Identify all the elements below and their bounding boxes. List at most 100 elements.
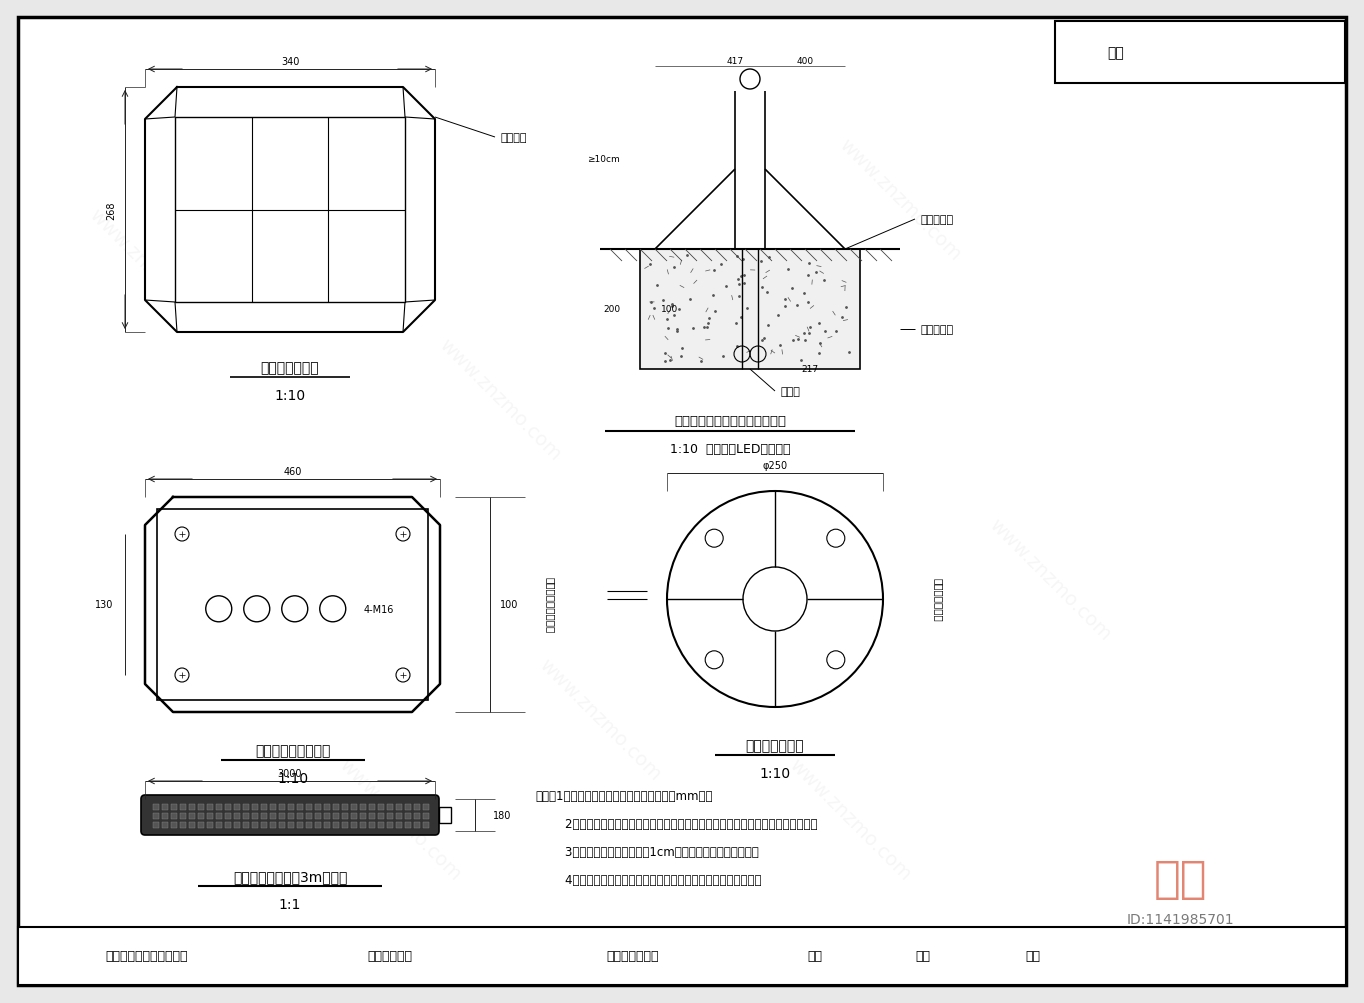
Bar [162, 813, 168, 819]
Bar [306, 822, 312, 828]
Bar [378, 813, 385, 819]
Bar [235, 822, 240, 828]
Text: 1:10  （适用于LED显示屏）: 1:10 （适用于LED显示屏） [670, 443, 790, 456]
Text: 2、浇筑混凝土前，预埋管两端需做封闭处理，并在管内预留铁丝以备穿线使用。: 2、浇筑混凝土前，预埋管两端需做封闭处理，并在管内预留铁丝以备穿线使用。 [535, 817, 817, 830]
Bar [243, 813, 250, 819]
Bar [190, 804, 195, 810]
Bar [198, 813, 205, 819]
Bar [270, 813, 276, 819]
Bar [252, 822, 258, 828]
Text: 340: 340 [281, 57, 299, 67]
Bar [18, 927, 1346, 985]
Polygon shape [145, 497, 441, 712]
Text: 268: 268 [106, 201, 116, 220]
Bar [198, 822, 205, 828]
Text: 100: 100 [662, 305, 679, 314]
Bar [423, 822, 430, 828]
Bar [270, 804, 276, 810]
Bar [423, 813, 430, 819]
Text: 立柱底座尺寸图: 立柱底座尺寸图 [933, 578, 943, 621]
Text: 知末: 知末 [1153, 858, 1207, 901]
Bar [207, 813, 213, 819]
Bar [370, 813, 375, 819]
Text: 立柱底座尺寸图: 立柱底座尺寸图 [746, 738, 805, 752]
Bar [415, 822, 420, 828]
Bar [387, 804, 393, 810]
Bar [280, 804, 285, 810]
Bar [180, 813, 186, 819]
Text: 400: 400 [797, 57, 813, 66]
Bar [640, 250, 859, 370]
Text: 道闸机箱: 道闸机箱 [501, 132, 527, 142]
Text: 460: 460 [284, 466, 301, 476]
Text: www.znzmo.com: www.znzmo.com [786, 754, 915, 884]
Bar [157, 510, 428, 700]
Bar [351, 822, 357, 828]
Text: www.znzmo.com: www.znzmo.com [435, 335, 565, 464]
Bar [153, 804, 160, 810]
Bar [360, 822, 366, 828]
Bar [297, 804, 303, 810]
Text: 3、管与管之间应适当留有1cm左右缝隙，不等挤压管道。: 3、管与管之间应适当留有1cm左右缝隙，不等挤压管道。 [535, 846, 758, 859]
Bar [180, 804, 186, 810]
Bar [280, 813, 285, 819]
Bar [252, 804, 258, 810]
Bar [423, 804, 430, 810]
Bar [225, 822, 231, 828]
FancyBboxPatch shape [140, 795, 439, 835]
Bar [216, 822, 222, 828]
Bar [175, 118, 405, 303]
Bar [297, 813, 303, 819]
Bar [396, 804, 402, 810]
Text: 设备安装大样图: 设备安装大样图 [606, 950, 659, 963]
Bar [225, 804, 231, 810]
Text: 工程项目名称: 工程项目名称 [367, 950, 412, 963]
Bar [170, 813, 177, 819]
Text: 收费岛标高: 收费岛标高 [919, 215, 953, 225]
Text: www.znzmo.com: www.znzmo.com [835, 135, 964, 265]
Text: 1:10: 1:10 [274, 388, 306, 402]
Bar [342, 804, 348, 810]
Text: www.znzmo.com: www.znzmo.com [336, 754, 465, 884]
Text: 1:10: 1:10 [760, 766, 791, 780]
Bar [415, 813, 420, 819]
Bar [315, 813, 321, 819]
Bar [261, 804, 267, 810]
Text: 减速带平面图（以3m为例）: 减速带平面图（以3m为例） [233, 870, 348, 883]
Bar [378, 822, 385, 828]
Bar [207, 804, 213, 810]
Text: 417: 417 [727, 57, 743, 66]
Text: 闸机螺栓安装定位图: 闸机螺栓安装定位图 [546, 577, 555, 633]
Text: 180: 180 [492, 810, 512, 820]
Text: φ250: φ250 [762, 460, 787, 470]
Bar [333, 822, 340, 828]
Bar [153, 813, 160, 819]
Bar [306, 813, 312, 819]
Text: 接手孔: 接手孔 [780, 386, 799, 396]
Bar [170, 822, 177, 828]
Bar [315, 822, 321, 828]
Text: 审核: 审核 [1024, 950, 1039, 963]
Bar [288, 822, 295, 828]
Text: 闸机机箱俯视图: 闸机机箱俯视图 [261, 361, 319, 375]
Text: 4-M16: 4-M16 [364, 604, 394, 614]
Bar [342, 813, 348, 819]
Bar [342, 822, 348, 828]
Text: 100: 100 [501, 600, 518, 610]
Bar [396, 822, 402, 828]
Text: 1:10: 1:10 [277, 771, 308, 785]
Bar [405, 813, 411, 819]
Text: 217: 217 [802, 365, 818, 374]
Text: www.znzmo.com: www.znzmo.com [135, 515, 265, 644]
Bar [370, 822, 375, 828]
Text: ID:1141985701: ID:1141985701 [1127, 912, 1234, 926]
Bar [333, 813, 340, 819]
Text: www.znzmo.com: www.znzmo.com [535, 655, 664, 784]
Bar [360, 813, 366, 819]
Bar [396, 813, 402, 819]
Text: 闸机螺栓安装定位图: 闸机螺栓安装定位图 [255, 743, 330, 757]
Bar [280, 822, 285, 828]
Text: 设计: 设计 [807, 950, 822, 963]
Text: 1:1: 1:1 [278, 897, 301, 911]
Bar [270, 822, 276, 828]
